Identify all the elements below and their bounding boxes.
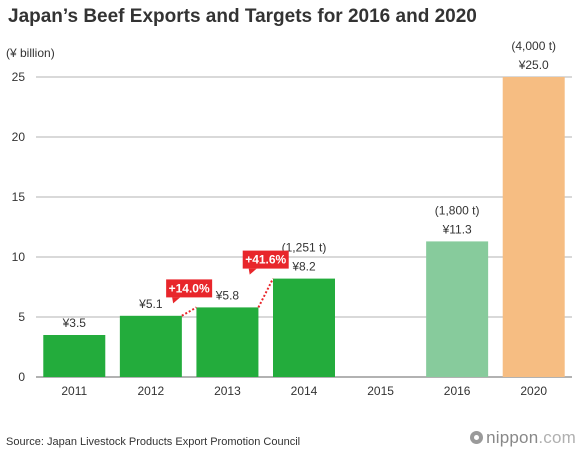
- growth-badge: [242, 250, 289, 269]
- bar-2020: [502, 77, 565, 377]
- x-tick-label: 2011: [61, 384, 87, 398]
- y-tick-label: 20: [12, 130, 26, 144]
- nippon-logo: nippon.com: [470, 428, 576, 448]
- value-label: ¥25.0: [518, 58, 549, 72]
- growth-badge: [166, 279, 213, 298]
- value-label: ¥11.3: [442, 222, 472, 236]
- y-tick-label: 0: [18, 370, 25, 384]
- growth-badge-pointer: [248, 268, 257, 275]
- y-tick-label: 15: [12, 190, 26, 204]
- x-tick-label: 2014: [291, 384, 318, 398]
- bar-2012: [119, 315, 182, 377]
- y-tick-label: 10: [12, 250, 26, 264]
- value-label: ¥8.2: [291, 260, 316, 274]
- x-tick-label: 2015: [367, 384, 394, 398]
- bar-2014: [273, 278, 335, 377]
- y-tick-label: 5: [18, 310, 25, 324]
- growth-badge-label: +41.6%: [245, 253, 286, 267]
- bar-2016: [426, 241, 489, 377]
- bar-2013: [196, 307, 259, 377]
- x-tick-label: 2012: [138, 384, 165, 398]
- y-axis-unit-label: (¥ billion): [6, 46, 55, 60]
- value-label: ¥3.5: [62, 316, 87, 330]
- growth-connector: [257, 278, 274, 308]
- volume-label: (4,000 t): [511, 39, 556, 53]
- brand-dot-icon: [470, 431, 484, 444]
- y-tick-label: 25: [12, 70, 26, 84]
- chart-title: Japan’s Beef Exports and Targets for 201…: [8, 6, 477, 27]
- growth-badge-label: +14.0%: [169, 281, 210, 295]
- bar-2011: [43, 335, 106, 377]
- source-note: Source: Japan Livestock Products Export …: [6, 436, 301, 448]
- brand-suffix: .com: [538, 428, 576, 447]
- growth-badge-pointer: [172, 297, 181, 304]
- x-tick-label: 2016: [444, 384, 471, 398]
- volume-label: (1,251 t): [282, 241, 327, 255]
- growth-connector: [181, 306, 197, 317]
- x-tick-label: 2020: [520, 384, 547, 398]
- x-tick-label: 2013: [214, 384, 241, 398]
- volume-label: (1,800 t): [435, 203, 480, 217]
- value-label: ¥5.8: [215, 288, 240, 302]
- brand-name: nippon: [486, 428, 539, 447]
- value-label: ¥5.1: [138, 297, 163, 311]
